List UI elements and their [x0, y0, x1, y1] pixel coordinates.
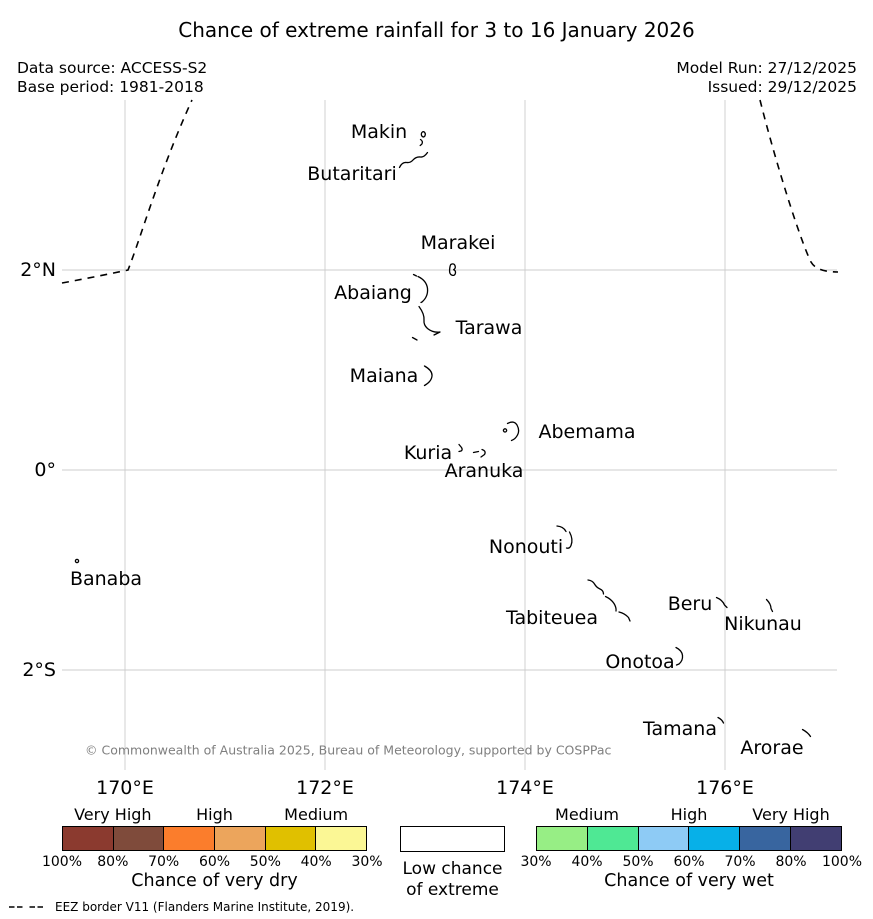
low-chance-line2: of extreme: [406, 880, 499, 900]
copyright-note: © Commonwealth of Australia 2025, Bureau…: [85, 742, 612, 758]
island-label-abaiang: Abaiang: [334, 282, 412, 304]
legend_dry-segment-4: [265, 827, 317, 850]
legend_wet-category-1: High: [670, 805, 708, 824]
island-label-arorae: Arorae: [740, 737, 804, 759]
island-label-beru: Beru: [667, 593, 713, 615]
island-label-nonouti: Nonouti: [488, 536, 564, 558]
legend_dry-segment-3: [215, 827, 266, 850]
island-label-aranuka: Aranuka: [444, 460, 524, 482]
island-label-makin: Makin: [350, 121, 408, 143]
legend_dry-category-0: Very High: [74, 805, 152, 824]
x-axis-tick-2: 174°E: [496, 777, 554, 799]
legend_dry-tick-1: 80%: [97, 854, 129, 870]
base-period-label: Base period: 1981-2018: [17, 77, 204, 96]
y-axis-tick-2: 2°S: [22, 659, 56, 681]
issued-label: Issued: 29/12/2025: [707, 77, 857, 96]
legend_dry-segment-2: [164, 827, 216, 850]
y-axis-tick-1: 0°: [34, 459, 56, 481]
island-label-banaba: Banaba: [69, 568, 143, 590]
x-axis-tick-0: 170°E: [96, 777, 154, 799]
legend_wet: Chance of very wet 30% 40% 50% 60% 70% 80% 100…: [520, 805, 862, 903]
island-label-abemama: Abemama: [538, 421, 636, 443]
legend_dry: Chance of very dry 100% 80% 70% 60% 50% 40% 30…: [42, 805, 383, 903]
low-chance-line1: Low chance: [402, 859, 503, 879]
legend_wet-segment-0: [537, 827, 588, 850]
legend_dry-tick-5: 40%: [300, 854, 332, 870]
eez-note: EEZ border V11 (Flanders Marine Institut…: [8, 898, 354, 916]
island-label-nikunau: Nikunau: [724, 613, 802, 635]
island-label-marakei: Marakei: [420, 232, 496, 254]
legend_dry-segment-5: [316, 827, 367, 850]
legend_wet-segment-3: [689, 827, 741, 850]
legend-low: Low chance of extreme: [400, 826, 505, 900]
data-source-label: Data source: ACCESS-S2: [17, 59, 208, 77]
meta-right: Model Run: 27/12/2025 Issued: 29/12/2025: [676, 59, 857, 96]
legend_wet-tick-3: 60%: [673, 854, 705, 870]
legend_wet-tick-1: 40%: [571, 854, 603, 870]
legend_dry-tick-2: 70%: [148, 854, 180, 870]
island-label-tarawa: Tarawa: [455, 317, 523, 339]
legend_wet-tick-0: 30%: [520, 854, 552, 870]
island-label-tamana: Tamana: [643, 718, 717, 740]
y-axis-tick-0: 2°N: [20, 259, 56, 281]
island-label-maiana: Maiana: [349, 365, 419, 387]
legend_wet-category-2: Very High: [752, 805, 830, 824]
x-axis-tick-1: 172°E: [296, 777, 354, 799]
legend_dry-tick-0: 100%: [41, 854, 83, 870]
island-label-tabiteuea: Tabiteuea: [506, 607, 598, 629]
legend_wet-segment-4: [740, 827, 792, 850]
page-title: Chance of extreme rainfall for 3 to 16 J…: [178, 18, 695, 42]
eez-note-text: EEZ border V11 (Flanders Marine Institut…: [55, 900, 355, 914]
low-chance-box: [400, 826, 505, 852]
island-label-kuria: Kuria: [403, 442, 453, 464]
legend_wet-tick-5: 80%: [775, 854, 807, 870]
legend_dry-tick-3: 60%: [198, 854, 231, 870]
legend_dry-tick-6: 30%: [351, 854, 383, 870]
legend_dry-category-1: High: [196, 805, 233, 824]
meta-left: Data source: ACCESS-S2 Base period: 1981…: [17, 59, 207, 96]
legend-wet-title: Chance of very wet: [604, 871, 774, 891]
legend_dry-category-2: Medium: [284, 805, 349, 824]
model-run-label: Model Run: 27/12/2025: [676, 59, 857, 77]
legend_wet-category-0: Medium: [555, 805, 619, 824]
eez-dash-sample: [9, 906, 49, 908]
legend_dry-tick-4: 50%: [249, 854, 281, 870]
island-label-butaritari: Butaritari: [307, 163, 397, 185]
legend-wet-bar: [536, 826, 842, 851]
legend_wet-tick-4: 70%: [724, 854, 756, 870]
x-axis-tick-3: 176°E: [696, 777, 754, 799]
legend_wet-segment-1: [587, 827, 639, 850]
legend_wet-tick-2: 50%: [622, 854, 654, 870]
legend_wet-segment-5: [791, 827, 841, 850]
legend-dry-title: Chance of very dry: [131, 871, 298, 891]
legend_dry-segment-1: [113, 827, 165, 850]
legend_wet-tick-6: 100%: [821, 854, 863, 870]
island-label-onotoa: Onotoa: [605, 651, 675, 673]
legend_wet-segment-2: [638, 827, 690, 850]
legend-dry-bar: [62, 826, 367, 851]
legend_dry-segment-0: [63, 827, 114, 850]
